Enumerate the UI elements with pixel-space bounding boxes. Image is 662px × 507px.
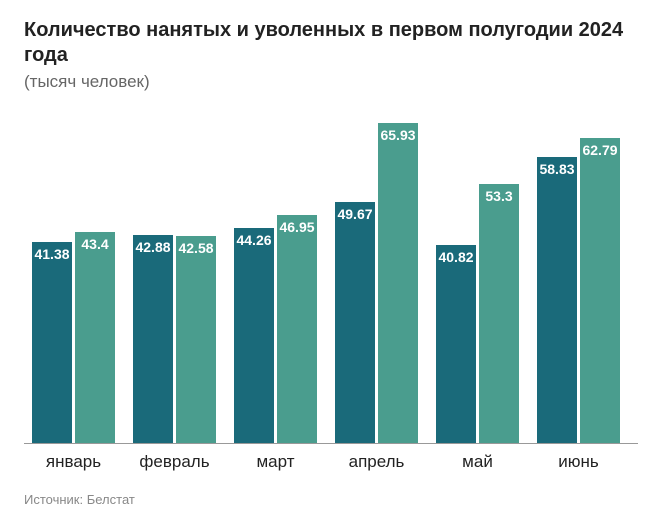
bar-value-label: 44.26: [236, 232, 271, 248]
bar-group: 42.88 42.58: [133, 235, 216, 443]
bar-value-label: 40.82: [438, 249, 473, 265]
bar-group: 58.83 62.79: [537, 138, 620, 443]
x-axis-label: май: [462, 452, 493, 472]
bar-group: 44.26 46.95: [234, 215, 317, 443]
x-axis-label: январь: [46, 452, 101, 472]
bar-value-label: 62.79: [582, 142, 617, 158]
x-axis-label: февраль: [139, 452, 209, 472]
bar-fired: 46.95: [277, 215, 317, 443]
bar-value-label: 53.3: [485, 188, 512, 204]
bar-hired: 40.82: [436, 245, 476, 443]
x-axis-labels: январь февраль март апрель май июнь: [24, 444, 638, 474]
bar-hired: 41.38: [32, 242, 72, 443]
chart-source: Источник: Белстат: [24, 492, 638, 507]
chart-title: Количество нанятых и уволенных в первом …: [24, 18, 638, 68]
bar-value-label: 58.83: [539, 161, 574, 177]
bar-fired: 53.3: [479, 184, 519, 443]
bar-group: 49.67 65.93: [335, 123, 418, 443]
bar-group: 40.82 53.3: [436, 184, 519, 443]
bar-value-label: 46.95: [279, 219, 314, 235]
bar-value-label: 49.67: [337, 206, 372, 222]
x-axis-label: март: [256, 452, 294, 472]
bar-value-label: 65.93: [380, 127, 415, 143]
bar-hired: 44.26: [234, 228, 274, 443]
bar-group: 41.38 43.4: [32, 232, 115, 443]
bar-fired: 43.4: [75, 232, 115, 443]
bar-value-label: 41.38: [34, 246, 69, 262]
bar-hired: 58.83: [537, 157, 577, 443]
bar-hired: 49.67: [335, 202, 375, 443]
bar-value-label: 42.58: [178, 240, 213, 256]
bar-value-label: 42.88: [135, 239, 170, 255]
bar-hired: 42.88: [133, 235, 173, 443]
x-axis-label: июнь: [558, 452, 599, 472]
bar-fired: 65.93: [378, 123, 418, 443]
chart-subtitle: (тысяч человек): [24, 72, 638, 92]
chart-plot-area: 41.3843.442.8842.5844.2646.9549.6765.934…: [24, 104, 638, 444]
bar-fired: 42.58: [176, 236, 216, 443]
bar-value-label: 43.4: [81, 236, 108, 252]
bar-fired: 62.79: [580, 138, 620, 443]
x-axis-label: апрель: [349, 452, 405, 472]
